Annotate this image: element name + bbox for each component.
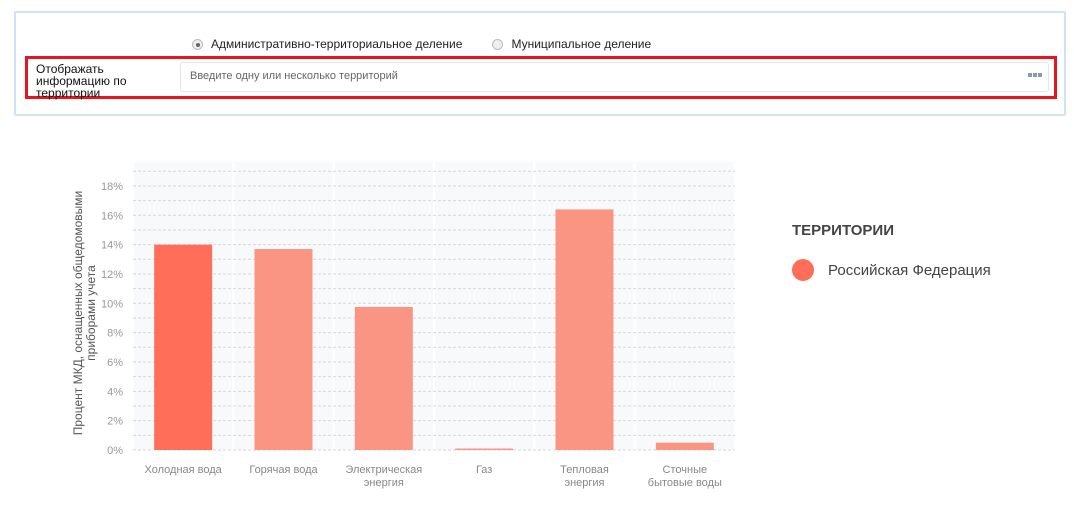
y-tick-label: 0% <box>107 445 123 457</box>
radio-municipal-division[interactable]: Муниципальное деление <box>492 37 651 51</box>
legend-color-dot <box>792 259 814 281</box>
x-tick-label: Горячая вода <box>249 464 318 476</box>
legend-item[interactable]: Российская Федерация <box>792 259 991 281</box>
x-tick-label: Холодная вода <box>145 464 223 476</box>
y-tick-label: 8% <box>107 328 123 340</box>
x-tick-label: бытовые воды <box>648 477 722 489</box>
x-tick-label: Электрическая <box>345 464 422 476</box>
bar-chart: 0% 2% 4% 6% 8% 10% 12% 14% 16% 18% Холодная вода Го… <box>100 162 735 489</box>
y-tick-label: 2% <box>107 416 123 428</box>
legend-label: Российская Федерация <box>828 261 991 279</box>
radio-label: Административно-территориальное деление <box>211 37 463 51</box>
bar <box>555 209 614 450</box>
radio-selected-icon <box>192 38 203 50</box>
y-tick-label: 10% <box>101 298 123 310</box>
division-radio-group: Административно-территориальное деление … <box>192 37 651 51</box>
bar <box>354 306 413 450</box>
more-icon[interactable] <box>1028 73 1042 77</box>
radio-admin-division[interactable]: Административно-территориальное деление <box>192 37 462 51</box>
bar <box>154 244 213 450</box>
bar <box>455 448 514 451</box>
territory-label: Отображать информацию по территории <box>36 62 127 100</box>
bar <box>655 442 714 450</box>
y-tick-label: 6% <box>107 357 123 369</box>
category-band <box>635 162 734 450</box>
x-tick-label: Газ <box>476 464 492 476</box>
y-tick-label: 18% <box>101 181 123 193</box>
bar <box>254 249 313 450</box>
x-tick-label: Сточные <box>663 464 708 476</box>
x-tick-label: Тепловая <box>560 464 609 476</box>
territory-input[interactable]: Введите одну или несколько территорий <box>180 62 1049 92</box>
territory-filter: Отображать информацию по территории Введ… <box>25 56 1057 99</box>
filter-panel: Административно-территориальное деление … <box>14 11 1066 116</box>
x-tick-label: энергия <box>364 477 404 489</box>
radio-label: Муниципальное деление <box>511 37 652 51</box>
legend-title: ТЕРРИТОРИИ <box>792 222 894 239</box>
category-band <box>435 162 534 450</box>
x-tick-label: энергия <box>564 477 604 489</box>
radio-unselected-icon <box>492 38 504 50</box>
y-tick-label: 14% <box>101 240 123 252</box>
y-tick-label: 16% <box>101 210 123 222</box>
y-tick-label: 4% <box>107 386 123 398</box>
territory-placeholder: Введите одну или несколько территорий <box>190 70 398 82</box>
y-tick-label: 12% <box>101 269 123 281</box>
